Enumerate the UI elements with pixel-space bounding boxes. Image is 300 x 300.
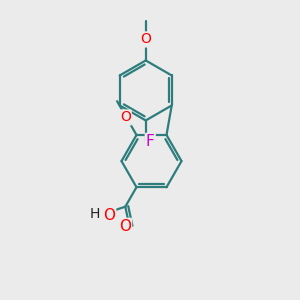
Text: H: H — [89, 208, 100, 221]
Text: F: F — [146, 134, 154, 149]
Text: O: O — [103, 208, 115, 223]
Text: O: O — [140, 32, 151, 46]
Text: O: O — [120, 110, 131, 124]
Text: O: O — [119, 219, 131, 234]
